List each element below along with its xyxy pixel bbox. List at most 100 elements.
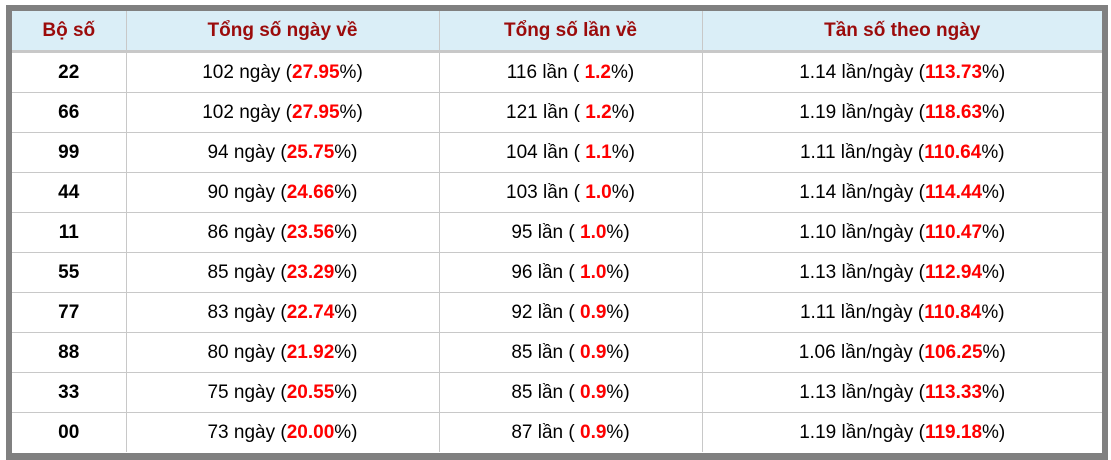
unit: ngày [239, 61, 281, 83]
tan-so-cell: 1.14 lần/ngày (114.44%) [702, 172, 1102, 213]
unit: lần/ngày [841, 181, 914, 203]
bo-so-cell: 11 [12, 212, 127, 253]
lan-percent: 0.9 [580, 421, 607, 443]
ngay-percent: 27.95 [292, 101, 340, 123]
lan-count: 85 [511, 341, 533, 363]
lan-percent: 1.2 [584, 61, 611, 83]
freq-percent: 110.84 [924, 301, 982, 323]
ngay-percent: 23.56 [286, 221, 335, 243]
bo-so-cell: 33 [12, 372, 127, 413]
ngay-percent: 23.29 [286, 261, 335, 283]
ngay-count: 73 [207, 421, 229, 443]
ngay-count: 85 [207, 261, 229, 283]
unit: ngày [233, 381, 276, 403]
table-row: 00 73 ngày (20.00%) 87 lần ( 0.9%) 1.19 lần… [12, 412, 1102, 452]
freq-value: 1.13 [799, 261, 837, 283]
unit: lần [537, 381, 564, 403]
lan-count: 85 [511, 381, 533, 403]
ngay-ve-cell: 86 ngày (23.56%) [126, 212, 440, 253]
lan-percent: 1.1 [585, 141, 612, 163]
table-row: 66 102 ngày (27.95%) 121 lần ( 1.2%) 1.19 l… [12, 92, 1102, 133]
tan-so-cell: 1.19 lần/ngày (119.18%) [799, 421, 1006, 443]
freq-value: 1.19 [799, 421, 837, 443]
tan-so-cell: 1.14 lần/ngày (113.73%) [702, 51, 1102, 93]
stats-table: Bộ số Tổng số ngày về Tổng số lần về Tần… [12, 11, 1102, 452]
lan-percent: 0.9 [580, 381, 607, 403]
lan-percent: 0.9 [580, 341, 607, 363]
header-tong-so-lan-ve: Tổng số lần về [439, 11, 703, 53]
unit: lần/ngày [840, 301, 913, 323]
tan-so-cell: 1.11 lần/ngày (110.84%) [702, 292, 1102, 333]
ngay-percent: 22.74 [286, 301, 335, 323]
lan-count: 121 [506, 101, 538, 123]
bo-so-cell: 22 [12, 51, 127, 93]
freq-percent: 113.73 [924, 61, 983, 83]
lan-count: 96 [511, 261, 533, 283]
table-row: 33 75 ngày (20.55%) 85 lần ( 0.9%) 1.13 lần… [12, 372, 1102, 413]
tan-so-cell: 1.13 lần/ngày (113.33%) [702, 372, 1102, 413]
lan-ve-cell: 96 lần ( 1.0%) [439, 252, 703, 293]
lan-percent: 1.0 [580, 221, 607, 243]
freq-value: 1.10 [799, 221, 837, 243]
ngay-percent: 20.00 [286, 421, 335, 443]
freq-percent: 113.33 [924, 381, 983, 403]
table-row: 99 94 ngày (25.75%) 104 lần ( 1.1%) 1.11 lầ… [12, 132, 1102, 173]
freq-percent: 110.64 [924, 141, 982, 163]
freq-value: 1.19 [799, 101, 837, 123]
ngay-count: 94 [207, 141, 229, 163]
freq-percent: 106.25 [924, 341, 983, 363]
lan-ve-cell: 92 lần ( 0.9%) [439, 292, 703, 333]
ngay-count: 102 [202, 61, 234, 83]
freq-value: 1.14 [799, 61, 837, 83]
unit: lần [537, 421, 564, 443]
ngay-percent: 20.55 [286, 381, 335, 403]
unit: lần/ngày [841, 261, 914, 283]
unit: ngày [233, 341, 276, 363]
ngay-count: 83 [207, 301, 229, 323]
bo-so-cell: 88 [12, 332, 127, 373]
table-row: 22 102 ngày (27.95%) 116 lần ( 1.2%) 1.14 l… [12, 51, 1102, 93]
unit: lần/ngày [840, 141, 913, 163]
freq-percent: 110.47 [924, 221, 983, 243]
ngay-ve-cell: 102 ngày (27.95%) [126, 92, 440, 133]
unit: ngày [233, 261, 276, 283]
unit: ngày [233, 141, 276, 163]
tan-so-cell: 1.06 lần/ngày (106.25%) [702, 332, 1102, 373]
unit: ngày [233, 181, 276, 203]
bo-so-cell: 00 [12, 412, 127, 452]
table-row: 11 86 ngày (23.56%) 95 lần ( 1.0%) 1.10 lần… [12, 212, 1102, 253]
unit: lần [543, 181, 569, 203]
bo-so-cell: 44 [12, 172, 127, 213]
unit: lần/ngày [840, 341, 913, 363]
lan-ve-cell: 104 lần ( 1.1%) [439, 132, 703, 173]
tan-so-cell: 1.19 lần/ngày (118.63%) [702, 92, 1102, 133]
header-bo-so: Bộ số [12, 11, 127, 53]
ngay-ve-cell: 94 ngày (25.75%) [126, 132, 440, 173]
unit: ngày [233, 301, 276, 323]
lan-ve-cell: 116 lần ( 1.2%) [439, 51, 703, 93]
freq-percent: 118.63 [924, 101, 983, 123]
lan-count: 92 [511, 301, 533, 323]
ngay-count: 80 [207, 341, 229, 363]
ngay-ve-cell: 80 ngày (21.92%) [126, 332, 440, 373]
stats-table-frame: Bộ số Tổng số ngày về Tổng số lần về Tần… [6, 5, 1108, 460]
ngay-count: 75 [207, 381, 229, 403]
lan-count: 104 [506, 141, 538, 163]
lan-count: 116 [506, 61, 538, 83]
lan-percent: 1.0 [580, 261, 607, 283]
ngay-percent: 25.75 [286, 141, 335, 163]
freq-value: 1.11 [799, 141, 836, 163]
unit: lần [543, 141, 569, 163]
unit: lần [543, 101, 569, 123]
ngay-count: 102 [202, 101, 234, 123]
table-row: 55 85 ngày (23.29%) 96 lần ( 1.0%) 1.13 lần… [12, 252, 1102, 293]
unit: ngày [239, 101, 281, 123]
unit: ngày [233, 421, 276, 443]
unit: lần/ngày [841, 61, 914, 83]
lan-count: 103 [506, 181, 538, 203]
ngay-percent: 27.95 [292, 61, 340, 83]
freq-percent: 112.94 [924, 261, 983, 283]
table-row: 88 80 ngày (21.92%) 85 lần ( 0.9%) 1.06 lần… [12, 332, 1102, 373]
unit: lần/ngày [841, 421, 914, 443]
lan-percent: 0.9 [580, 301, 607, 323]
